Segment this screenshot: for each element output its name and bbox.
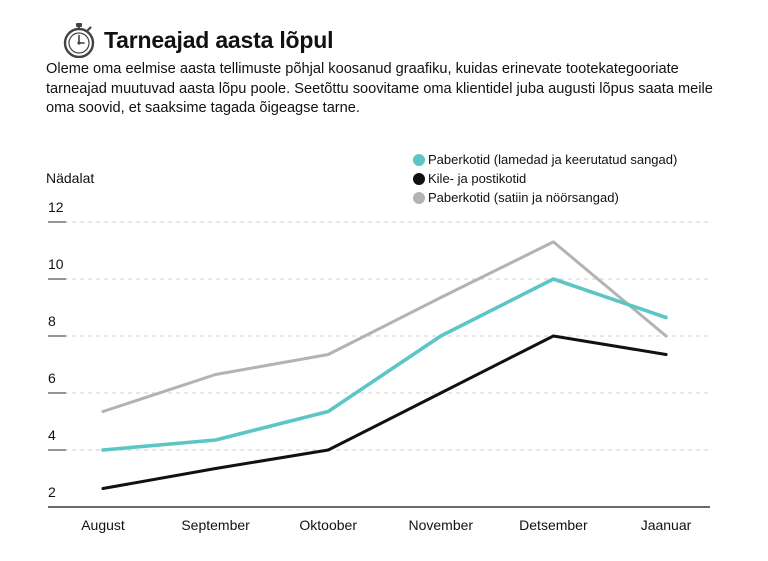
legend-swatch-gray: [413, 191, 425, 204]
y-tick-label: 4: [48, 427, 56, 443]
legend-item-paper-satin: Paberkotid (satiin ja nöörsangad): [413, 188, 677, 207]
y-tick-label: 10: [48, 256, 64, 272]
y-tick-label: 12: [48, 199, 64, 215]
data-point: [101, 448, 105, 452]
legend: Paberkotid (lamedad ja keerutatud sangad…: [413, 150, 677, 207]
data-point: [326, 353, 330, 357]
x-tick-label: Oktoober: [299, 517, 357, 533]
data-point: [551, 334, 555, 338]
y-tick-label: 2: [48, 484, 56, 500]
x-tick-label: September: [181, 517, 250, 533]
chart-title: Tarneajad aasta lõpul: [104, 26, 334, 53]
data-point: [214, 438, 218, 442]
data-point: [439, 296, 443, 300]
series-line-2: [101, 240, 668, 413]
data-point: [101, 410, 105, 414]
x-tick-label: Detsember: [519, 517, 588, 533]
series-line-1: [101, 334, 668, 490]
y-tick-label: 8: [48, 313, 56, 329]
stopwatch-icon: [63, 23, 95, 58]
legend-label: Kile- ja postikotid: [428, 171, 527, 186]
legend-label: Paberkotid (lamedad ja keerutatud sangad…: [428, 152, 678, 167]
data-point: [551, 277, 555, 281]
data-point: [214, 467, 218, 471]
intro-text: Oleme oma eelmise aasta tellimuste põhja…: [46, 61, 713, 116]
data-point: [439, 334, 443, 338]
legend-swatch-teal: [413, 153, 425, 166]
data-point: [664, 353, 668, 357]
y-axis-title: Nädalat: [46, 170, 95, 186]
legend-item-film-bags: Kile- ja postikotid: [413, 169, 677, 188]
legend-label: Paberkotid (satiin ja nöörsangad): [428, 190, 619, 205]
data-point: [326, 448, 330, 452]
x-tick-label: August: [81, 517, 125, 533]
data-point: [439, 391, 443, 395]
y-tick-label: 6: [48, 370, 56, 386]
data-point: [664, 334, 668, 338]
legend-item-paper-flat: Paberkotid (lamedad ja keerutatud sangad…: [413, 150, 677, 169]
legend-swatch-black: [413, 172, 425, 185]
x-tick-label: Jaanuar: [641, 517, 692, 533]
x-tick-label: November: [409, 517, 474, 533]
data-point: [101, 486, 105, 490]
data-point: [214, 372, 218, 376]
data-point: [664, 315, 668, 319]
series-line-0: [101, 277, 668, 452]
data-point: [551, 240, 555, 244]
chart-header: Tarneajad aasta lõpul: [62, 20, 333, 60]
data-point: [326, 410, 330, 414]
